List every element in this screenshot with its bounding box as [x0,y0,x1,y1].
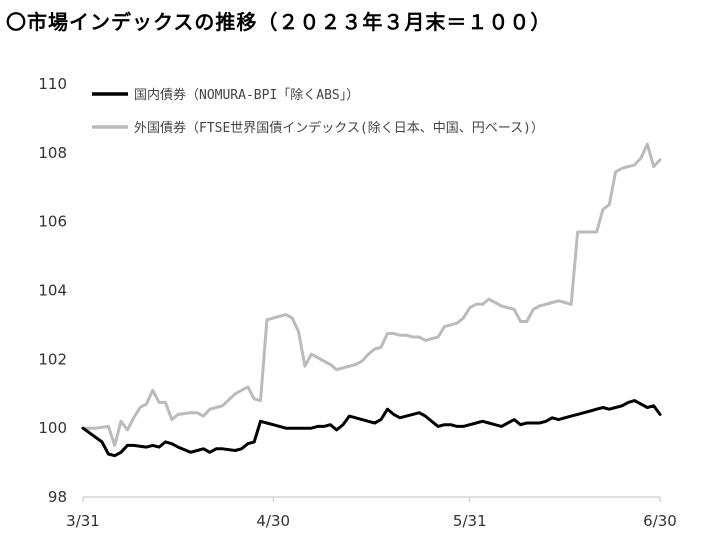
series-line-1 [81,399,662,458]
legend: 国内債券（NOMURA-BPI「除くABS」） 外国債券（FTSE世界国債インデッ… [92,87,544,136]
x-tick-label: 5/31 [453,512,487,530]
y-tick-label: 104 [38,282,67,300]
legend-label-1: 国内債券（NOMURA-BPI「除くABS」） [134,87,359,103]
series-line-2 [81,142,662,447]
x-tick-labels: 3/31 4/30 5/31 6/30 [66,512,677,530]
y-tick-label: 106 [38,213,67,231]
y-tick-label: 102 [38,350,67,368]
x-tick-label: 6/30 [643,512,677,530]
x-tick-label: 4/30 [256,512,290,530]
chart-title: 〇市場インデックスの推移（２０２３年３月末＝１００） [6,10,552,34]
series-lines [81,142,662,458]
x-tick-label: 3/31 [66,512,100,530]
y-tick-labels: 98 100 102 104 106 108 110 [38,75,67,506]
axes [82,496,661,502]
y-tick-label: 100 [38,419,67,437]
y-tick-label: 108 [38,144,67,162]
y-tick-label: 110 [38,75,67,93]
y-tick-label: 98 [48,488,67,506]
legend-label-2: 外国債券（FTSE世界国債インデックス(除く日本、中国、円ベース)） [134,120,544,136]
